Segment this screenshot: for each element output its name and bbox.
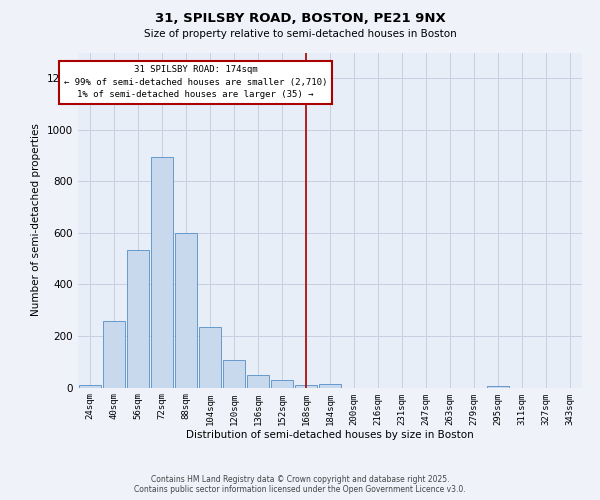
Bar [127, 250, 149, 388]
Bar [223, 360, 245, 388]
Bar [79, 385, 101, 388]
Bar [295, 385, 317, 388]
Text: 31, SPILSBY ROAD, BOSTON, PE21 9NX: 31, SPILSBY ROAD, BOSTON, PE21 9NX [155, 12, 445, 26]
Text: 31 SPILSBY ROAD: 174sqm
← 99% of semi-detached houses are smaller (2,710)
1% of : 31 SPILSBY ROAD: 174sqm ← 99% of semi-de… [64, 66, 327, 100]
Bar [271, 380, 293, 388]
Bar [319, 384, 341, 388]
Bar [175, 233, 197, 388]
Bar [151, 157, 173, 388]
Bar [247, 374, 269, 388]
Bar [103, 320, 125, 388]
Text: Contains HM Land Registry data © Crown copyright and database right 2025.
Contai: Contains HM Land Registry data © Crown c… [134, 474, 466, 494]
Bar [487, 386, 509, 388]
Text: Size of property relative to semi-detached houses in Boston: Size of property relative to semi-detach… [143, 29, 457, 39]
Bar [199, 327, 221, 388]
X-axis label: Distribution of semi-detached houses by size in Boston: Distribution of semi-detached houses by … [186, 430, 474, 440]
Y-axis label: Number of semi-detached properties: Number of semi-detached properties [31, 124, 41, 316]
